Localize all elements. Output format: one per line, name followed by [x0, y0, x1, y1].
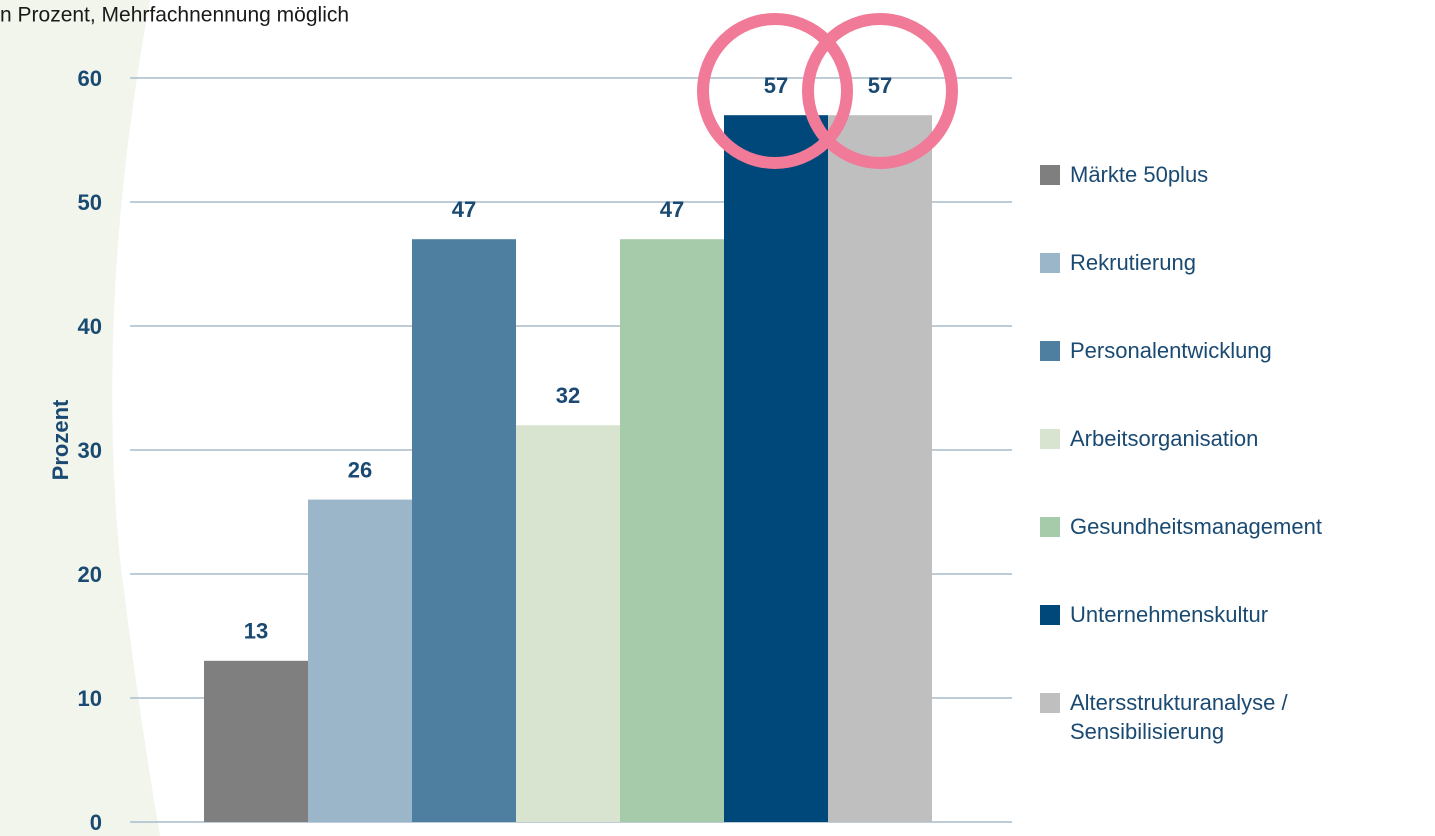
y-tick-label: 10 [78, 686, 102, 711]
legend-item: Gesundheitsmanagement [1040, 512, 1410, 541]
legend-label: Rekrutierung [1070, 250, 1196, 275]
bar [828, 115, 932, 822]
legend-item: Rekrutierung [1040, 248, 1410, 277]
data-label: 26 [348, 457, 372, 482]
legend-label: Arbeitsorganisation [1070, 426, 1259, 451]
legend-swatch [1040, 693, 1060, 713]
bar [724, 115, 828, 822]
data-label: 57 [764, 73, 788, 98]
legend-swatch [1040, 605, 1060, 625]
highlight-circle [697, 13, 853, 169]
highlight-circle [802, 13, 958, 169]
y-tick-label: 0 [90, 810, 102, 835]
legend-swatch [1040, 429, 1060, 449]
data-label: 13 [244, 619, 268, 644]
data-label: 32 [556, 383, 580, 408]
bar [412, 239, 516, 822]
y-tick-label: 40 [78, 314, 102, 339]
background-shape [0, 0, 160, 836]
legend-label: Altersstrukturanalyse / Sensibilisierung [1070, 690, 1288, 744]
legend-label: Gesundheitsmanagement [1070, 514, 1322, 539]
bar [516, 425, 620, 822]
bar [620, 239, 724, 822]
y-tick-label: 20 [78, 562, 102, 587]
legend-item: Personalentwicklung [1040, 336, 1410, 365]
legend-label: Personalentwicklung [1070, 338, 1272, 363]
bar [308, 499, 412, 822]
legend-swatch [1040, 517, 1060, 537]
legend: Märkte 50plus Rekrutierung Personalentwick… [1040, 160, 1410, 805]
legend-label: Unternehmenskultur [1070, 602, 1269, 627]
legend-swatch [1040, 253, 1060, 273]
legend-label: Märkte 50plus [1070, 162, 1209, 187]
legend-swatch [1040, 341, 1060, 361]
legend-swatch [1040, 165, 1060, 185]
y-tick-label: 60 [78, 66, 102, 91]
legend-item: Arbeitsorganisation [1040, 424, 1410, 453]
y-tick-label: 30 [78, 438, 102, 463]
data-label: 57 [868, 73, 892, 98]
bar [204, 660, 308, 822]
data-label: 47 [660, 197, 684, 222]
y-axis-label: Prozent [48, 399, 73, 480]
legend-item: Unternehmenskultur [1040, 600, 1410, 629]
subtitle: n Prozent, Mehrfachnennung möglich [0, 4, 349, 27]
legend-item: Märkte 50plus [1040, 160, 1410, 189]
data-label: 47 [452, 197, 476, 222]
legend-item: Altersstrukturanalyse / Sensibilisierung [1040, 688, 1410, 746]
y-tick-label: 50 [78, 190, 102, 215]
